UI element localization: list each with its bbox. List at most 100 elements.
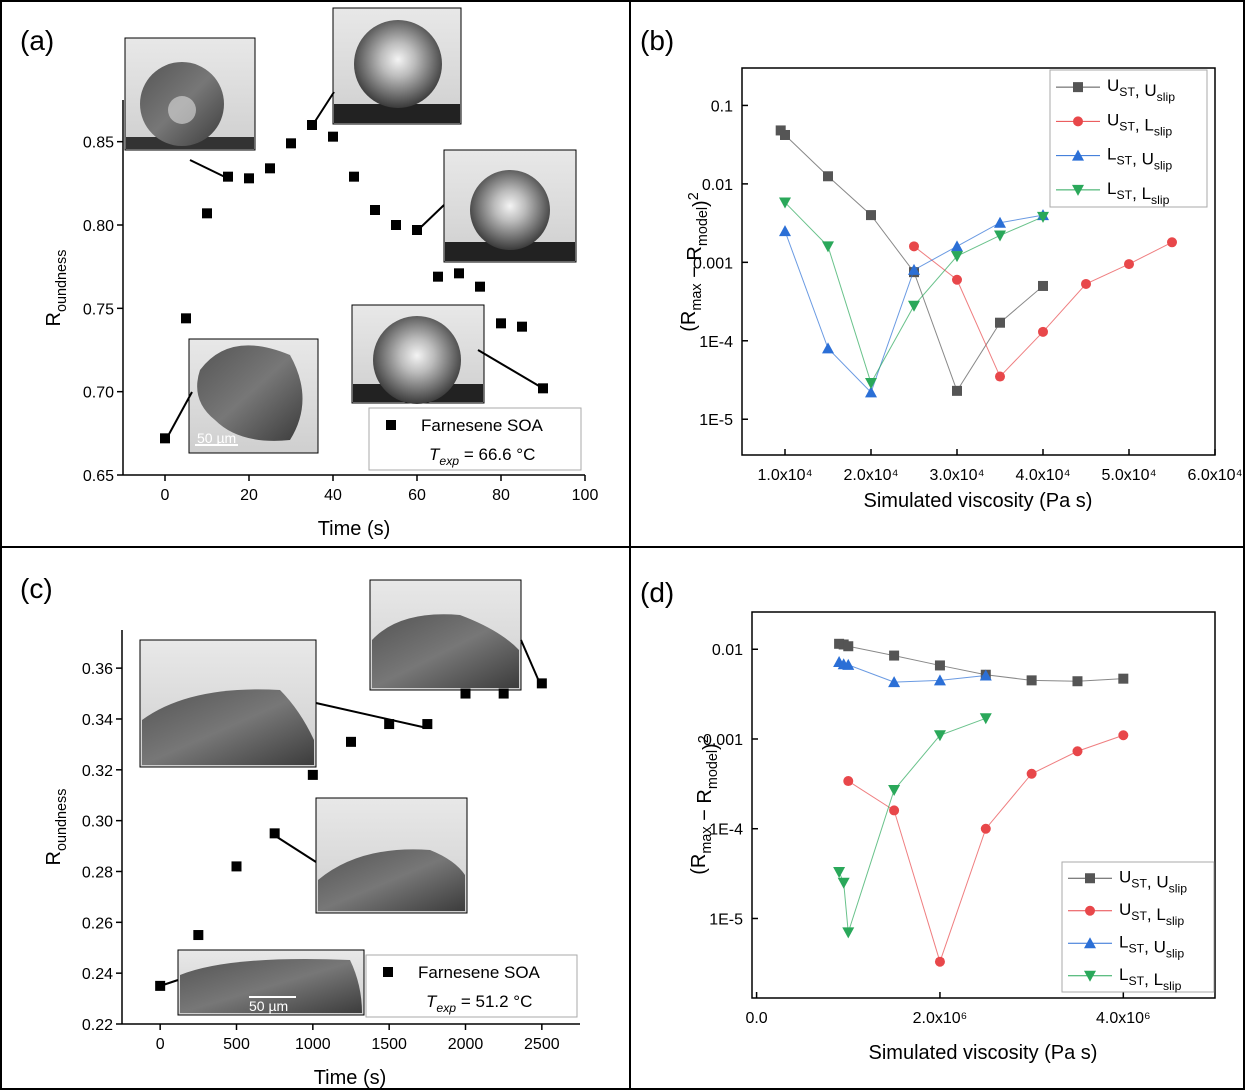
y-tick-label: 1E-4: [709, 822, 743, 839]
x-tick-label: 60: [408, 487, 426, 504]
legend-label: Farnesene SOA: [418, 963, 541, 982]
panel: (b) 1E-5 1E-4 0.001 0.01 0.1 1.0x10⁴ 2.0x10⁴ 3.0…: [640, 25, 1243, 512]
marker: [1072, 746, 1083, 757]
marker: [933, 674, 946, 686]
inset-image: [351, 304, 485, 404]
y-axis-label: (Rmax − Rmodel)2: [678, 192, 712, 331]
y-tick-label: 0.001: [693, 255, 733, 272]
marker: [391, 220, 401, 230]
x-axis-label: Time (s): [314, 1067, 387, 1089]
x-tick-label: 2500: [524, 1036, 560, 1053]
marker: [1026, 768, 1037, 779]
marker: [1085, 905, 1095, 916]
legend-box: [1049, 69, 1208, 208]
marker: [951, 240, 963, 252]
x-tick-label: 2.0x10⁶: [913, 1010, 968, 1027]
y-tick-label: 1E-5: [709, 911, 743, 928]
marker: [1073, 82, 1083, 93]
legend: UST, Uslip UST, Lslip LST, Uslip LST, Lslip: [1061, 861, 1215, 993]
inset-image: [315, 797, 468, 914]
x-tick-label: 1000: [295, 1036, 331, 1053]
marker: [223, 171, 233, 182]
marker: [1085, 873, 1095, 884]
inset-image: [443, 149, 577, 263]
inset-image: [124, 37, 256, 151]
legend-label: UST, Lslip: [1107, 110, 1172, 138]
marker: [837, 877, 850, 889]
marker: [780, 129, 790, 140]
x-tick-label: 0: [156, 1036, 165, 1053]
legend-box: [365, 954, 578, 1018]
marker: [842, 927, 855, 939]
inset-image: [332, 7, 462, 125]
y-tick-label: 0.80: [83, 218, 114, 235]
legend-box: [1061, 861, 1215, 993]
marker: [286, 138, 296, 149]
x-tick-label: 1500: [371, 1036, 407, 1053]
marker: [779, 197, 791, 209]
y-tick-label: 0.26: [82, 915, 113, 932]
marker: [889, 805, 900, 816]
y-tick-label: 0.001: [703, 732, 743, 749]
marker: [202, 208, 212, 219]
marker: [307, 120, 317, 130]
marker: [1118, 673, 1129, 684]
marker: [1072, 676, 1083, 687]
marker: [979, 713, 992, 725]
marker: [370, 205, 380, 215]
inset-image: [177, 949, 365, 1016]
marker: [328, 131, 338, 142]
x-tick-label: 80: [492, 487, 510, 504]
marker: [909, 241, 919, 252]
marker: [866, 210, 876, 221]
legend-label: Farnesene SOA: [421, 416, 544, 435]
marker: [384, 719, 395, 730]
marker: [460, 688, 471, 699]
marker: [538, 383, 548, 394]
x-tick-label: 2.0x10⁴: [844, 467, 899, 484]
y-axis-label: (Rmax − Rmodel)2: [688, 735, 722, 874]
x-tick-label: 100: [572, 487, 599, 504]
marker: [908, 263, 920, 275]
x-tick-label: 3.0x10⁴: [930, 467, 985, 484]
marker: [1037, 211, 1049, 223]
marker: [934, 956, 945, 967]
marker: [822, 241, 834, 253]
y-axis-label: Roundness: [43, 250, 70, 327]
marker: [779, 225, 791, 237]
y-tick-label: 0.85: [83, 135, 114, 152]
marker: [994, 216, 1006, 228]
marker: [888, 676, 901, 688]
inset-image: [188, 338, 319, 454]
marker: [1124, 259, 1134, 270]
marker: [386, 420, 396, 430]
x-tick-label: 500: [223, 1036, 250, 1053]
x-axis-label: Simulated viscosity (Pa s): [869, 1042, 1098, 1064]
inset-image: [369, 579, 522, 691]
marker: [422, 719, 433, 730]
y-tick-label: 0.34: [82, 712, 113, 729]
marker: [952, 274, 962, 285]
legend-label: LST, Uslip: [1119, 932, 1184, 960]
marker: [842, 658, 855, 670]
y-tick-label: 0.28: [82, 864, 113, 881]
marker: [307, 769, 318, 780]
marker: [231, 861, 242, 872]
x-tick-label: 0.0: [745, 1010, 767, 1027]
series-line: [838, 661, 986, 683]
marker: [1081, 278, 1091, 289]
scale-bar-label: 50 µm: [197, 430, 236, 446]
series-line: [838, 717, 986, 933]
marker: [498, 688, 509, 699]
inset-image: [139, 639, 317, 768]
y-tick-label: 0.01: [712, 642, 743, 659]
marker: [980, 823, 991, 834]
marker: [193, 930, 204, 941]
legend-label: LST, Uslip: [1107, 145, 1172, 173]
marker: [933, 730, 946, 742]
marker: [454, 268, 464, 279]
legend-label: LST, Lslip: [1107, 179, 1170, 207]
marker: [889, 650, 900, 661]
